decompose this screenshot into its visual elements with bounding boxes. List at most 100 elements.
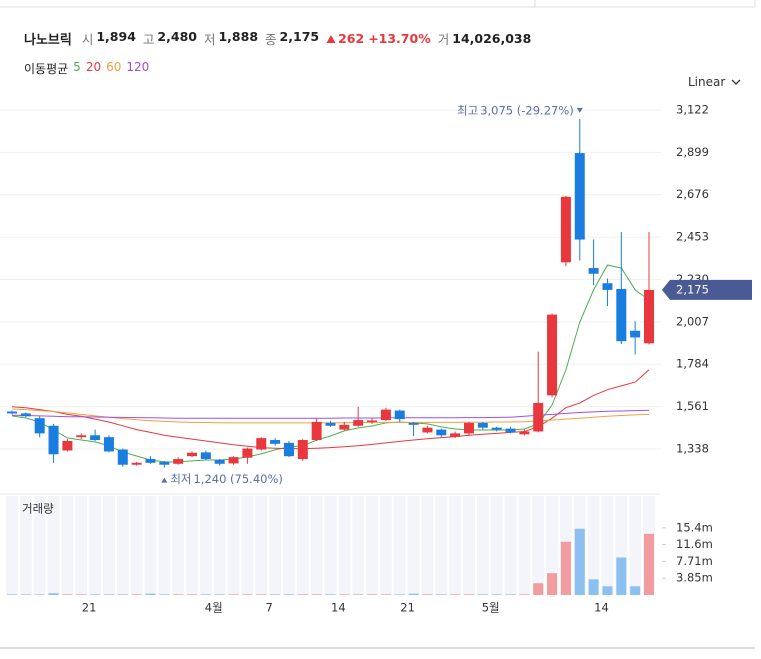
candle-body bbox=[200, 452, 211, 460]
candle-body bbox=[7, 411, 17, 414]
column-bg bbox=[269, 496, 282, 595]
x-tick-label: 4월 bbox=[205, 601, 223, 615]
column-bg bbox=[116, 496, 129, 595]
candle-body bbox=[283, 442, 294, 457]
volume-bar bbox=[574, 528, 585, 595]
volume-bar bbox=[519, 594, 530, 595]
volume-bar bbox=[588, 579, 599, 595]
quote-label: 시 bbox=[81, 32, 94, 47]
column-bg bbox=[587, 496, 600, 595]
y-tick-label: 3,122 bbox=[676, 102, 709, 116]
volume-bar bbox=[173, 594, 184, 595]
quote-value: 2,175 bbox=[279, 29, 320, 44]
candle-body bbox=[644, 289, 654, 344]
column-bg bbox=[615, 496, 628, 595]
volume-bar bbox=[117, 594, 128, 595]
volume-bar bbox=[463, 594, 474, 595]
column-bg bbox=[75, 496, 88, 595]
column-bg bbox=[366, 496, 378, 595]
column-bg bbox=[241, 496, 254, 595]
candle-body bbox=[588, 268, 599, 274]
volume-bar bbox=[408, 593, 419, 595]
candle-body bbox=[519, 431, 530, 435]
legend-entry: 20 bbox=[85, 60, 102, 74]
volume-bar bbox=[560, 541, 571, 595]
candle-body bbox=[353, 420, 364, 426]
volume-bar bbox=[422, 594, 433, 595]
change-rate: +13.70% bbox=[368, 31, 431, 46]
legend-entry: 120 bbox=[126, 60, 150, 74]
candle-body bbox=[450, 433, 461, 437]
volume-bar bbox=[353, 594, 364, 595]
column-bg bbox=[435, 496, 448, 595]
low-marker bbox=[161, 477, 168, 483]
legend-entry: 60 bbox=[106, 60, 122, 74]
x-tick-label: 21 bbox=[82, 601, 97, 615]
column-bg bbox=[33, 496, 46, 595]
candle-body bbox=[90, 435, 101, 441]
column-bg bbox=[255, 496, 268, 595]
column-bg bbox=[504, 496, 517, 595]
ma-legend: 이동평균 5 20 60 120 bbox=[24, 60, 149, 77]
x-tick-label: 14 bbox=[331, 601, 346, 615]
column-bg bbox=[546, 496, 558, 595]
chevron bbox=[731, 79, 741, 85]
column-bg bbox=[61, 496, 74, 595]
volume-bar bbox=[394, 594, 405, 595]
volume-bar bbox=[311, 594, 322, 595]
volume-bar bbox=[477, 594, 488, 595]
y2-tick-label: 3.85m bbox=[676, 571, 713, 585]
low-note-text: 1,240 (75.40%) bbox=[193, 472, 282, 486]
column-bg bbox=[379, 496, 392, 595]
volume-bar bbox=[339, 594, 350, 595]
candle-body bbox=[270, 440, 281, 444]
volume-bar bbox=[630, 586, 641, 595]
quote-label: 고 bbox=[142, 32, 155, 47]
volume-bar bbox=[436, 594, 447, 595]
column-bg bbox=[449, 496, 462, 595]
y-tick-label: 2,899 bbox=[676, 145, 709, 159]
volume-bar bbox=[491, 594, 502, 595]
candle-body bbox=[394, 410, 405, 420]
x-tick-label: 5월 bbox=[482, 601, 500, 615]
volume-bar bbox=[48, 593, 59, 595]
candle-body bbox=[187, 452, 198, 457]
column-bg bbox=[490, 496, 503, 595]
candle-body bbox=[602, 283, 613, 290]
x-tick-label: 14 bbox=[594, 601, 609, 615]
scale-menu[interactable]: Linear bbox=[688, 75, 741, 89]
price-tag-label: 2,175 bbox=[676, 282, 709, 296]
volume-bar bbox=[644, 533, 654, 595]
volume-bar bbox=[242, 594, 253, 595]
volume-bar bbox=[187, 594, 198, 595]
y-tick-label: 1,338 bbox=[676, 441, 709, 455]
up-icon bbox=[326, 34, 336, 43]
volume-bar bbox=[450, 594, 461, 595]
y-tick-label: 1,561 bbox=[676, 399, 709, 413]
candle-body bbox=[159, 461, 170, 465]
candle-body bbox=[630, 330, 641, 338]
low-note-label: 최저 bbox=[170, 472, 191, 486]
volume-bar bbox=[505, 594, 516, 595]
volume-bar bbox=[297, 594, 308, 595]
candle-body bbox=[20, 413, 31, 417]
column-bg bbox=[296, 496, 309, 595]
column-bg bbox=[199, 496, 212, 595]
candle-body bbox=[145, 459, 156, 463]
candle-body bbox=[228, 457, 239, 464]
y-tick-label: 2,676 bbox=[676, 187, 709, 201]
y2-tick-label: 15.4m bbox=[676, 520, 713, 534]
candle-body bbox=[380, 409, 391, 421]
candle-body bbox=[560, 196, 571, 263]
volume-bar bbox=[131, 594, 142, 595]
candle-body bbox=[48, 425, 59, 455]
candle-body bbox=[214, 459, 225, 464]
volume: 14,026,038 bbox=[452, 31, 532, 46]
quote-value: 1,894 bbox=[96, 29, 136, 44]
volume-bar bbox=[159, 594, 170, 595]
column-bg bbox=[601, 496, 614, 595]
candle-body bbox=[76, 435, 87, 438]
ma-title: 이동평균 bbox=[24, 62, 69, 76]
candle-body bbox=[574, 153, 585, 240]
